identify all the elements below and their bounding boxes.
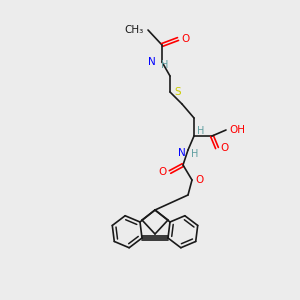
Text: O: O bbox=[195, 175, 203, 185]
Text: O: O bbox=[181, 34, 189, 44]
Text: O: O bbox=[159, 167, 167, 177]
Text: N: N bbox=[148, 57, 156, 67]
Text: H: H bbox=[161, 60, 168, 70]
Text: N: N bbox=[178, 148, 186, 158]
Text: OH: OH bbox=[229, 125, 245, 135]
Text: S: S bbox=[174, 87, 181, 97]
Text: H: H bbox=[191, 149, 198, 159]
Text: O: O bbox=[220, 143, 228, 153]
Text: H: H bbox=[197, 126, 204, 136]
Text: CH₃: CH₃ bbox=[125, 25, 144, 35]
